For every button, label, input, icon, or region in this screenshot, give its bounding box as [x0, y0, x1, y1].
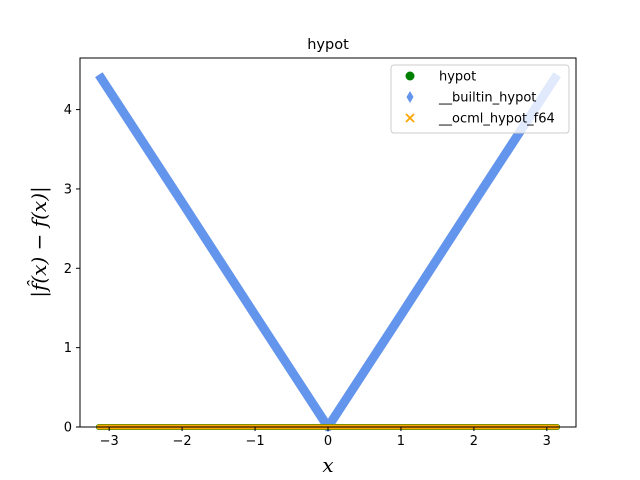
legend-box [390, 64, 570, 134]
legend-marker-builtin-hypot [406, 91, 414, 103]
x-axis-label: x [322, 453, 333, 477]
x-tick-label: −3 [100, 434, 119, 449]
y-tick-label: 2 [64, 262, 72, 277]
x-tick-label: −1 [245, 434, 264, 449]
x-tick-label: 2 [470, 434, 478, 449]
legend: hypot __builtin_hypot __ocml_hypot_f64 [390, 64, 570, 134]
y-tick-label: 0 [64, 421, 72, 436]
axes: −3 −2 −1 0 1 2 3 0 1 2 3 4 [64, 57, 577, 449]
x-tick-label: 1 [397, 434, 405, 449]
y-tick-label: 3 [64, 182, 72, 197]
x-tick-label: 3 [543, 434, 551, 449]
legend-label: hypot [439, 70, 476, 85]
y-axis-label: |f̂(x) − f(x)| [27, 186, 52, 298]
y-tick-label: 4 [64, 103, 72, 118]
x-tick-label: −2 [173, 434, 192, 449]
x-tick-label: 0 [324, 434, 332, 449]
legend-label: __ocml_hypot_f64 [438, 112, 555, 127]
chart-title: hypot [307, 37, 349, 53]
y-tick-label: 1 [64, 341, 72, 356]
legend-label: __builtin_hypot [438, 91, 536, 106]
legend-marker-hypot [405, 71, 415, 81]
legend-marker-ocml-hypot-f64 [405, 113, 415, 123]
